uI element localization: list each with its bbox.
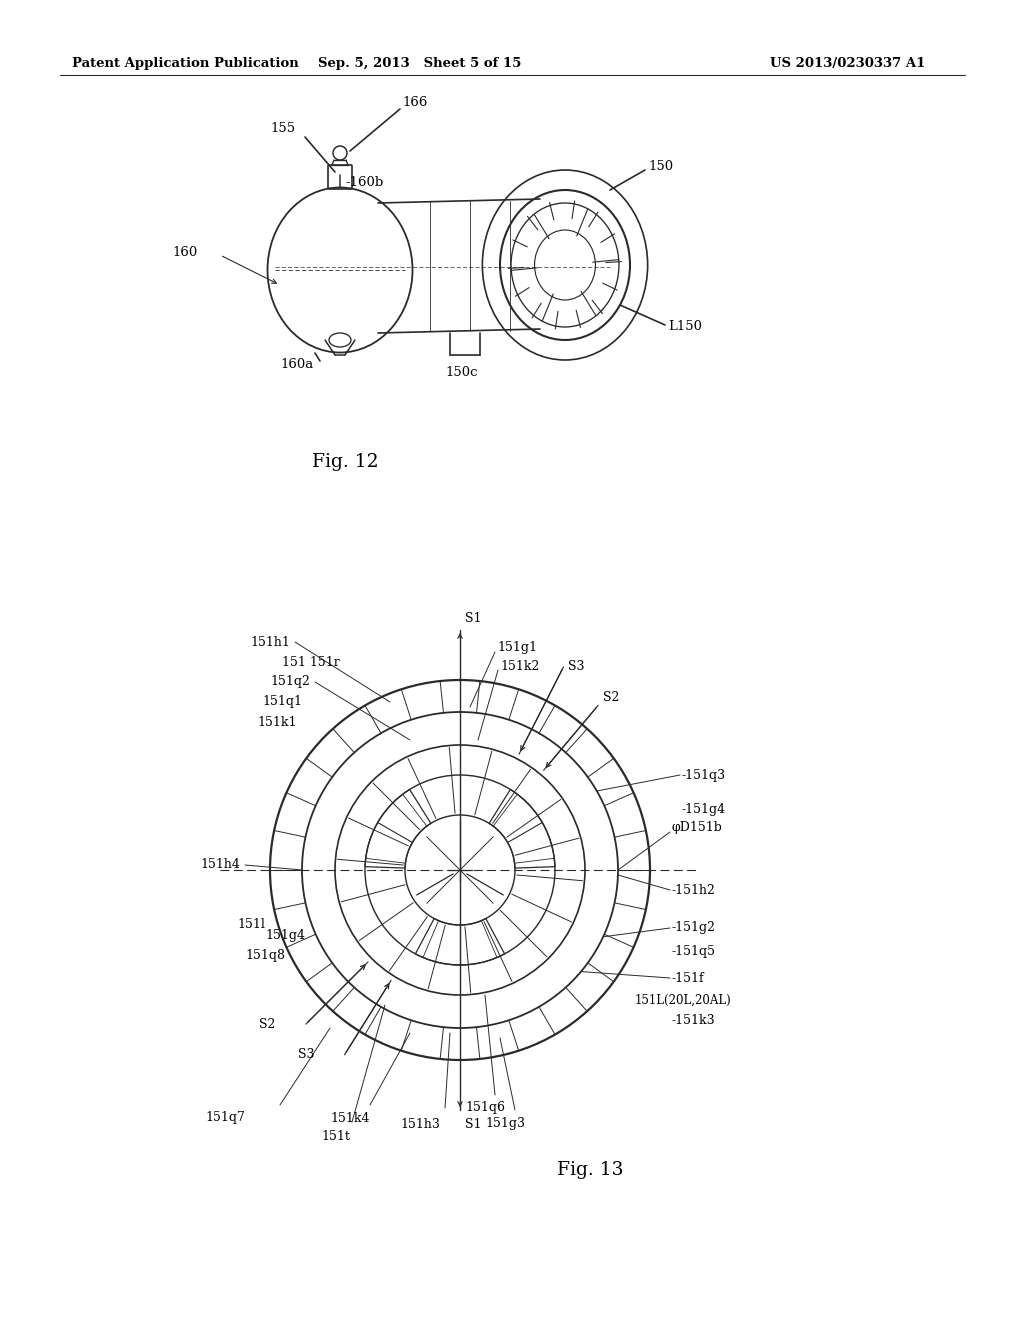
Text: L150: L150 — [668, 321, 702, 334]
Text: 160a: 160a — [280, 359, 313, 371]
Text: 151t: 151t — [322, 1130, 350, 1143]
Text: S3: S3 — [567, 660, 584, 673]
Text: -151g2: -151g2 — [672, 921, 716, 935]
Text: 160: 160 — [172, 247, 198, 260]
Text: 166: 166 — [402, 95, 427, 108]
Text: S1: S1 — [465, 1118, 481, 1130]
Text: 150: 150 — [648, 161, 673, 173]
Text: 151g4: 151g4 — [265, 928, 305, 941]
Text: Fig. 12: Fig. 12 — [311, 453, 378, 471]
Text: Patent Application Publication: Patent Application Publication — [72, 57, 299, 70]
Text: -151f: -151f — [672, 972, 705, 985]
Text: 150c: 150c — [445, 367, 477, 380]
Text: S1: S1 — [465, 611, 481, 624]
Text: 151l: 151l — [238, 919, 265, 932]
Text: φD151b: φD151b — [672, 821, 723, 834]
Text: -160b: -160b — [345, 176, 383, 189]
Text: 151q1: 151q1 — [262, 696, 302, 709]
Text: -151q5: -151q5 — [672, 945, 716, 958]
Text: 151q7: 151q7 — [205, 1111, 245, 1125]
Text: US 2013/0230337 A1: US 2013/0230337 A1 — [770, 57, 926, 70]
Text: 151h4: 151h4 — [200, 858, 240, 871]
Text: -151q3: -151q3 — [682, 768, 726, 781]
Text: 151k1: 151k1 — [257, 715, 297, 729]
Text: -151k3: -151k3 — [672, 1014, 716, 1027]
Text: 151q2: 151q2 — [270, 676, 310, 689]
Text: 151q6: 151q6 — [465, 1101, 505, 1114]
Text: 151q8: 151q8 — [245, 949, 285, 961]
Text: 151g1: 151g1 — [497, 642, 537, 655]
Text: S2: S2 — [259, 1018, 275, 1031]
Text: -151h2: -151h2 — [672, 883, 716, 896]
Text: 151 151r: 151 151r — [283, 656, 340, 668]
Text: 155: 155 — [270, 123, 295, 136]
Text: Fig. 13: Fig. 13 — [557, 1162, 624, 1179]
Text: 151k2: 151k2 — [500, 660, 540, 672]
Text: 151L(20L,20AL): 151L(20L,20AL) — [635, 994, 732, 1006]
Text: S3: S3 — [298, 1048, 314, 1061]
Text: -151g4: -151g4 — [682, 803, 726, 816]
Text: 151h1: 151h1 — [250, 635, 290, 648]
Text: 151g3: 151g3 — [485, 1118, 525, 1130]
Text: S2: S2 — [603, 690, 620, 704]
Text: 151k4: 151k4 — [331, 1111, 370, 1125]
Text: 151h3: 151h3 — [400, 1118, 440, 1131]
Text: Sep. 5, 2013   Sheet 5 of 15: Sep. 5, 2013 Sheet 5 of 15 — [318, 57, 521, 70]
